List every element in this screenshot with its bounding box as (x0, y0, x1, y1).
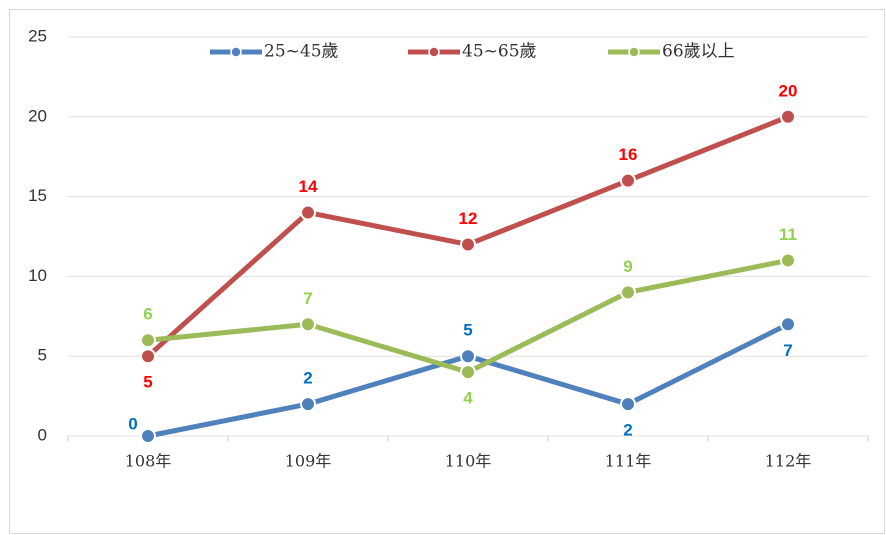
data-label: 0 (128, 414, 137, 433)
legend-marker (230, 46, 242, 58)
legend-label: 25~45歲 (264, 42, 339, 62)
point (300, 316, 316, 333)
data-label: 5 (463, 321, 472, 340)
point (620, 396, 636, 413)
point (780, 108, 796, 125)
data-label: 16 (619, 145, 638, 164)
x-tick-label: 109年 (285, 452, 332, 471)
data-label: 2 (623, 421, 632, 440)
data-label: 20 (779, 81, 798, 100)
point (780, 252, 796, 269)
legend-marker (428, 46, 440, 58)
x-tick-label: 108年 (125, 452, 172, 471)
x-tick-label: 110年 (445, 452, 492, 471)
data-label: 4 (463, 389, 473, 408)
y-tick-label: 10 (28, 266, 47, 285)
y-tick-label: 25 (28, 26, 47, 45)
point (140, 332, 156, 349)
point (460, 364, 476, 381)
x-tick-label: 111年 (605, 452, 652, 471)
point (140, 348, 156, 365)
y-tick-label: 20 (28, 106, 47, 125)
legend-label: 45~65歲 (462, 42, 537, 62)
legend-label: 66歲以上 (662, 42, 735, 62)
data-label: 7 (303, 289, 312, 308)
y-tick-label: 15 (28, 186, 47, 205)
data-label: 2 (303, 369, 312, 388)
data-label: 6 (143, 305, 152, 324)
legend-marker (628, 46, 640, 58)
point (620, 284, 636, 301)
y-tick-label: 0 (38, 425, 47, 444)
data-label: 7 (783, 341, 792, 360)
point (300, 396, 316, 413)
point (460, 236, 476, 253)
point (140, 428, 156, 444)
x-tick-label: 112年 (765, 452, 812, 471)
data-label: 9 (623, 257, 632, 276)
point (780, 316, 796, 333)
data-label: 11 (779, 225, 797, 244)
point (300, 204, 316, 221)
data-label: 12 (459, 209, 478, 228)
point (620, 172, 636, 189)
data-label: 5 (143, 373, 152, 392)
y-tick-label: 5 (38, 346, 47, 365)
data-label: 14 (299, 177, 318, 196)
point (460, 348, 476, 365)
